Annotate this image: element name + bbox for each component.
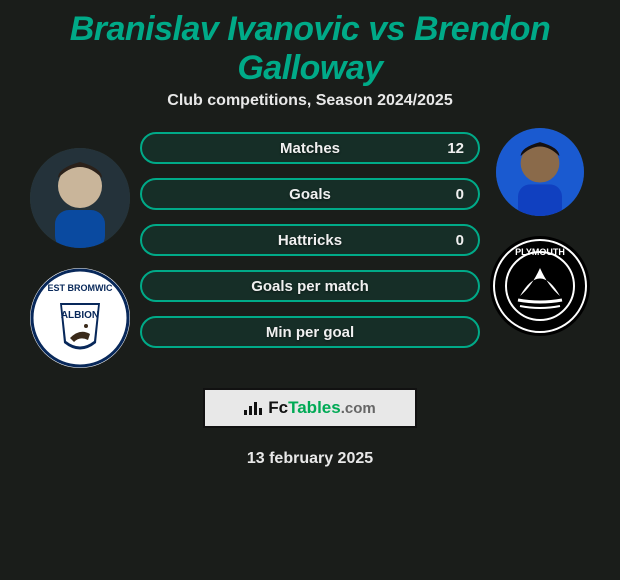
brand-tables: Tables [288, 398, 341, 417]
date-label: 13 february 2025 [0, 450, 620, 468]
stat-label: Goals per match [196, 278, 424, 295]
crest-label: PLYMOUTH [515, 247, 565, 257]
stat-right-value: 0 [424, 232, 464, 249]
subtitle: Club competitions, Season 2024/2025 [0, 92, 620, 128]
stat-row-min-per-goal: Min per goal [140, 316, 480, 348]
stat-right-value: 12 [424, 140, 464, 157]
player-silhouette-icon [496, 128, 584, 216]
stat-label: Hattricks [196, 232, 424, 249]
crest-icon: EST BROMWIC ALBION [30, 268, 130, 368]
stats-column: Matches 12 Goals 0 Hattricks 0 Goals per… [140, 128, 480, 348]
stat-right-value: 0 [424, 186, 464, 203]
right-column: PLYMOUTH [490, 128, 590, 336]
left-club-crest: EST BROMWIC ALBION [30, 268, 130, 368]
bars-icon [244, 401, 262, 415]
left-column: EST BROMWIC ALBION [30, 128, 130, 368]
left-player-avatar [30, 148, 130, 248]
stat-row-hattricks: Hattricks 0 [140, 224, 480, 256]
brand-com: .com [341, 400, 376, 417]
brand-text: FcTables.com [268, 398, 375, 418]
brand-fc: Fc [268, 398, 288, 417]
right-club-crest: PLYMOUTH [490, 236, 590, 336]
comparison-main: EST BROMWIC ALBION Matches 12 Goals 0 Ha… [0, 128, 620, 368]
stat-label: Matches [196, 140, 424, 157]
right-player-avatar [496, 128, 584, 216]
stat-label: Goals [196, 186, 424, 203]
crest-subtext: EST BROMWIC [48, 283, 113, 293]
stat-row-goals-per-match: Goals per match [140, 270, 480, 302]
stat-row-goals: Goals 0 [140, 178, 480, 210]
brand-attribution: FcTables.com [203, 388, 417, 428]
stat-row-matches: Matches 12 [140, 132, 480, 164]
stat-label: Min per goal [196, 324, 424, 341]
crest-icon: PLYMOUTH [490, 236, 590, 336]
player-silhouette-icon [30, 148, 130, 248]
page-title: Branislav Ivanovic vs Brendon Galloway [0, 0, 620, 92]
crest-label: ALBION [61, 310, 99, 321]
